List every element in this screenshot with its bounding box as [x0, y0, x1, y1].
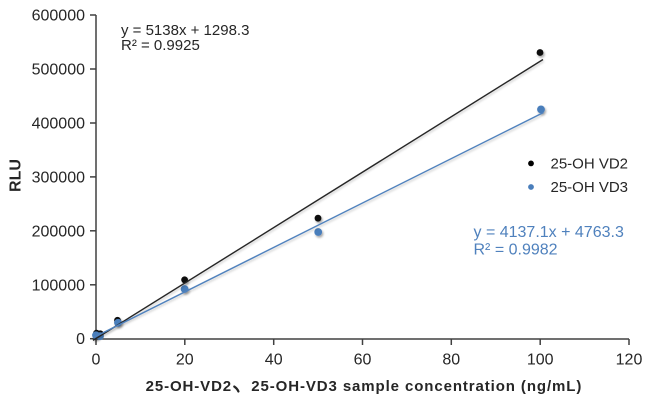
svg-text:40: 40	[265, 352, 283, 369]
svg-text:RLU: RLU	[8, 159, 25, 192]
svg-text:20: 20	[176, 352, 194, 369]
svg-text:100000: 100000	[32, 277, 85, 294]
svg-text:600000: 600000	[32, 8, 85, 25]
svg-text:400000: 400000	[32, 116, 85, 133]
svg-text:25-OH VD2: 25-OH VD2	[551, 155, 629, 172]
svg-text:120: 120	[616, 352, 643, 369]
svg-text:300000: 300000	[32, 169, 85, 186]
svg-text:0: 0	[92, 352, 101, 369]
svg-text:80: 80	[442, 352, 460, 369]
svg-text:R² = 0.9925: R² = 0.9925	[121, 37, 200, 54]
svg-text:y = 5138x + 1298.3: y = 5138x + 1298.3	[121, 22, 249, 39]
svg-text:R² = 0.9982: R² = 0.9982	[474, 242, 558, 259]
svg-text:25-OH-VD2: 25-OH-VD2	[146, 378, 232, 395]
svg-text:25-OH VD3: 25-OH VD3	[551, 179, 629, 196]
svg-text:500000: 500000	[32, 62, 85, 79]
svg-text:100: 100	[527, 352, 554, 369]
svg-text:200000: 200000	[32, 223, 85, 240]
svg-text:y = 4137.1x + 4763.3: y = 4137.1x + 4763.3	[474, 224, 624, 241]
svg-text:25-OH-VD3 sample concentration: 25-OH-VD3 sample concentration (ng/mL)	[251, 378, 582, 395]
svg-text:60: 60	[354, 352, 372, 369]
svg-text:0: 0	[76, 331, 85, 348]
